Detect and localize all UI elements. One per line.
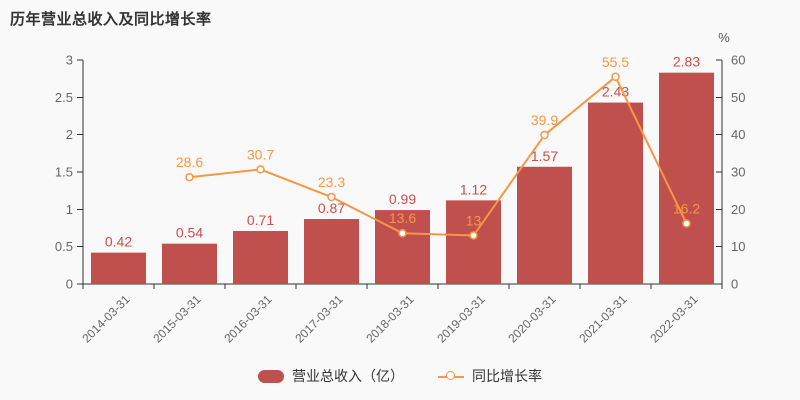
revenue-bar[interactable]	[517, 166, 572, 284]
growth-point[interactable]	[611, 72, 620, 82]
growth-value-label: 39.9	[531, 112, 558, 128]
x-axis-label: 2021-03-31	[576, 292, 630, 346]
x-axis-label: 2016-03-31	[221, 292, 275, 346]
bar-value-label: 0.42	[105, 234, 132, 250]
bar-value-label: 0.99	[389, 191, 416, 207]
revenue-bar[interactable]	[588, 102, 643, 284]
x-axis-label: 2022-03-31	[647, 292, 701, 346]
left-axis-tick-label: 2.5	[55, 90, 73, 105]
growth-value-label: 23.3	[318, 174, 345, 190]
legend-item-revenue[interactable]: 营业总收入（亿）	[258, 366, 404, 386]
bar-value-label: 1.12	[460, 181, 487, 197]
bar-value-label: 0.87	[318, 200, 345, 216]
x-axis-label: 2014-03-31	[79, 292, 133, 346]
growth-point[interactable]	[682, 219, 691, 228]
revenue-bar[interactable]	[162, 243, 217, 284]
growth-point[interactable]	[327, 192, 336, 202]
right-axis-tick-label: 60	[731, 53, 745, 68]
legend-item-growth[interactable]: 同比增长率	[438, 366, 542, 386]
growth-point[interactable]	[185, 172, 194, 182]
growth-value-label: 28.6	[176, 154, 203, 170]
growth-line-swatch-icon	[438, 370, 464, 383]
legend-label-revenue: 营业总收入（亿）	[292, 368, 404, 384]
right-axis-tick-label: 50	[731, 90, 745, 105]
x-axis-label: 2019-03-31	[434, 292, 488, 346]
right-axis-tick-label: 30	[731, 165, 745, 180]
growth-point[interactable]	[256, 165, 265, 174]
bar-value-label: 0.54	[176, 225, 203, 241]
left-axis-tick-label: 2	[66, 127, 73, 142]
left-axis-tick-label: 1	[66, 202, 73, 217]
growth-line	[189, 75, 688, 237]
x-axis-label: 2015-03-31	[150, 292, 204, 346]
bar-value-label: 2.83	[673, 54, 700, 70]
revenue-bar[interactable]	[233, 230, 288, 284]
right-axis-tick-label: 0	[731, 277, 738, 292]
left-axis-tick-label: 0	[66, 277, 73, 292]
revenue-bar[interactable]	[446, 200, 501, 284]
right-axis-unit-label: %	[718, 30, 730, 45]
left-axis-tick-label: 0.5	[55, 239, 73, 254]
chart-title: 历年营业总收入及同比增长率	[10, 11, 212, 28]
growth-point[interactable]	[398, 228, 407, 238]
revenue-bar[interactable]	[659, 72, 714, 285]
growth-value-label: 13.6	[389, 210, 416, 226]
right-axis-tick-label: 10	[731, 239, 745, 254]
right-axis-tick-label: 20	[731, 202, 745, 217]
x-axis-label: 2017-03-31	[292, 292, 346, 346]
right-axis-tick-label: 40	[731, 127, 745, 142]
revenue-bar-swatch-icon	[258, 369, 284, 383]
x-axis-label: 2020-03-31	[505, 292, 559, 346]
legend-label-growth: 同比增长率	[472, 368, 542, 384]
revenue-bar[interactable]	[91, 252, 146, 284]
left-axis-tick-label: 3	[66, 53, 73, 68]
legend: 营业总收入（亿） 同比增长率	[0, 366, 800, 386]
bar-value-label: 2.43	[602, 84, 629, 100]
revenue-bar[interactable]	[304, 219, 359, 284]
growth-value-label: 55.5	[602, 54, 629, 70]
growth-value-label: 30.7	[247, 146, 274, 162]
growth-point[interactable]	[469, 231, 478, 240]
growth-value-label: 13	[466, 212, 482, 228]
revenue-bar[interactable]	[375, 210, 430, 284]
bar-value-label: 1.57	[531, 148, 558, 164]
growth-point[interactable]	[540, 130, 549, 140]
growth-value-label: 16.2	[673, 201, 700, 217]
bar-value-label: 0.71	[247, 212, 274, 228]
left-axis-tick-label: 1.5	[55, 165, 73, 180]
x-axis-label: 2018-03-31	[363, 292, 417, 346]
